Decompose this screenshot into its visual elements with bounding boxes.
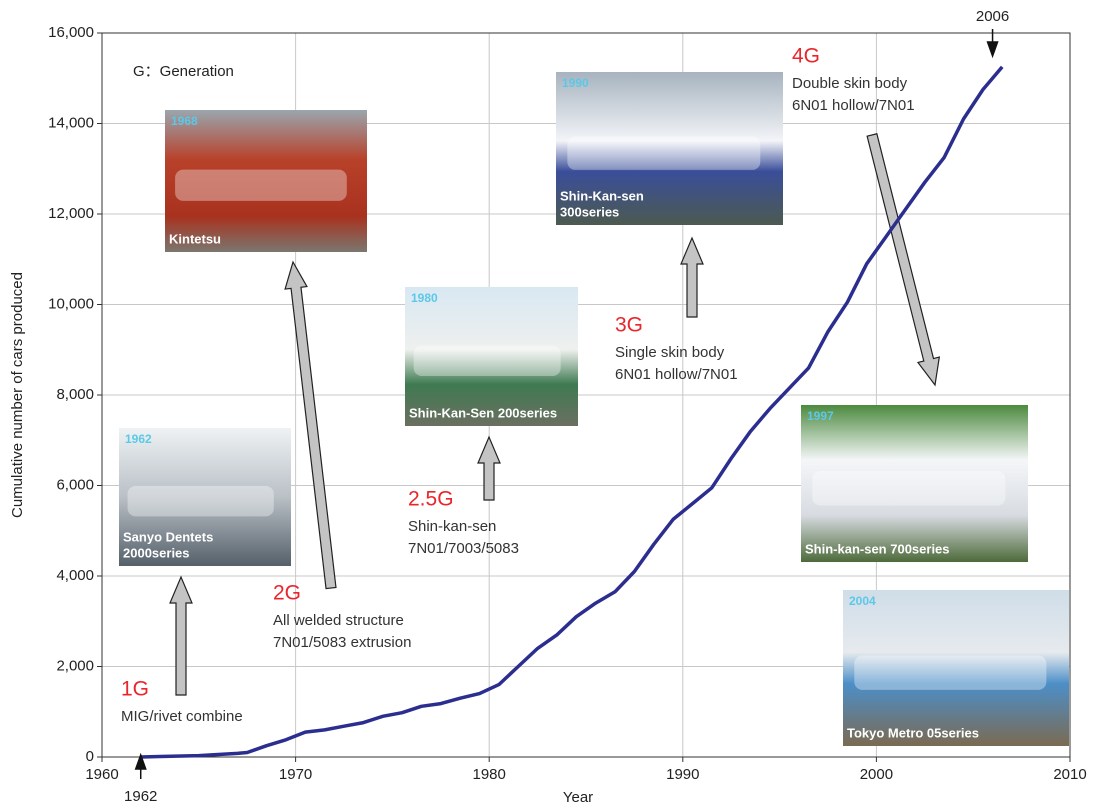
generation-label: 4G <box>792 45 820 68</box>
y-tick-label: 4,000 <box>56 567 94 584</box>
arrow <box>285 262 336 589</box>
y-tick-label: 8,000 <box>56 386 94 403</box>
photo-train <box>128 486 274 516</box>
marker-label: 1962 <box>124 788 157 805</box>
generation-note: 7N01/5083 extrusion <box>273 634 411 651</box>
photo-caption: 300series <box>560 204 619 219</box>
photo-train <box>854 656 1046 690</box>
generation-note: 6N01 hollow/7N01 <box>792 97 915 114</box>
photo-train <box>414 345 561 376</box>
generation-note: 7N01/7003/5083 <box>408 540 519 557</box>
y-tick-label: 6,000 <box>56 476 94 493</box>
arrow <box>681 238 703 317</box>
photo-caption: Kintetsu <box>169 231 221 246</box>
x-tick-label: 1970 <box>279 766 312 783</box>
photo-caption: Shin-Kan-Sen 200series <box>409 405 557 420</box>
photo-year: 2004 <box>849 594 876 608</box>
photo-caption: 2000series <box>123 545 190 560</box>
y-tick-label: 12,000 <box>48 205 94 222</box>
generation-note: Double skin body <box>792 75 908 92</box>
x-tick-label: 2010 <box>1053 766 1086 783</box>
x-tick-label: 2000 <box>860 766 893 783</box>
arrow <box>170 577 192 695</box>
y-tick-label: 16,000 <box>48 24 94 41</box>
photo-year: 1997 <box>807 409 834 423</box>
photo-caption: Shin-Kan-sen <box>560 188 644 203</box>
y-axis-label: Cumulative number of cars produced <box>9 272 26 518</box>
x-tick-label: 1990 <box>666 766 699 783</box>
photo-year: 1968 <box>171 114 198 128</box>
legend-note: G：Generation <box>133 63 234 80</box>
y-tick-label: 0 <box>86 748 94 765</box>
generation-note: 6N01 hollow/7N01 <box>615 366 738 383</box>
x-axis-label: Year <box>563 789 593 806</box>
marker-label: 2006 <box>976 8 1009 25</box>
x-tick-label: 1980 <box>473 766 506 783</box>
generation-label: 1G <box>121 678 149 701</box>
y-tick-label: 14,000 <box>48 114 94 131</box>
generation-label: 2G <box>273 582 301 605</box>
photo-caption: Shin-kan-sen 700series <box>805 541 950 556</box>
generation-note: MIG/rivet combine <box>121 708 243 725</box>
photo-train <box>175 170 347 201</box>
photo-year: 1990 <box>562 76 589 90</box>
photo-year: 1980 <box>411 291 438 305</box>
generation-note: All welded structure <box>273 612 404 629</box>
photo-caption: Sanyo Dentets <box>123 529 213 544</box>
chart: Year Cumulative number of cars produced … <box>0 0 1102 807</box>
generation-label: 2.5G <box>408 488 454 511</box>
generation-note: Shin-kan-sen <box>408 518 496 535</box>
photo-train <box>812 471 1005 506</box>
generation-label: 3G <box>615 314 643 337</box>
y-tick-label: 10,000 <box>48 295 94 312</box>
photo-train <box>567 136 760 170</box>
generation-note: Single skin body <box>615 344 725 361</box>
photo-caption: Tokyo Metro 05series <box>847 725 979 740</box>
arrow <box>478 437 500 500</box>
photo-year: 1962 <box>125 432 152 446</box>
arrow <box>867 134 939 385</box>
y-tick-label: 2,000 <box>56 657 94 674</box>
x-tick-label: 1960 <box>85 766 118 783</box>
